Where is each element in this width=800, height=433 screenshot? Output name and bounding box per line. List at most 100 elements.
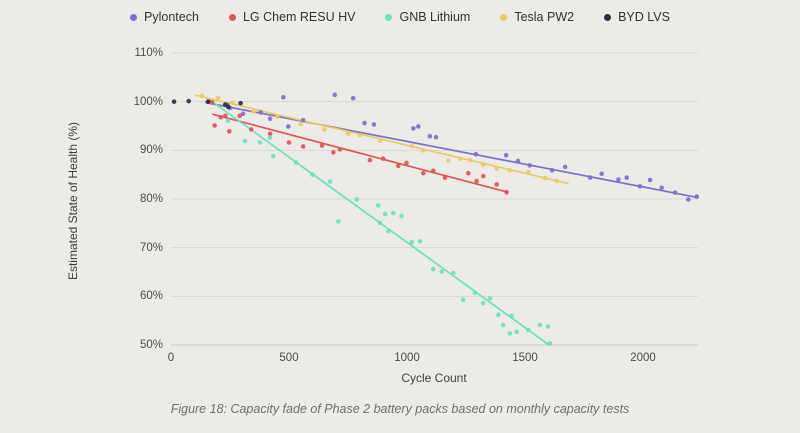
data-point — [222, 113, 228, 119]
data-point — [258, 110, 263, 115]
data-point — [545, 324, 551, 329]
data-point — [507, 167, 513, 173]
data-point — [350, 95, 356, 101]
data-point — [472, 290, 478, 296]
legend-label: Pylontech — [144, 10, 199, 24]
data-point — [500, 322, 506, 328]
figure-caption: Figure 18: Capacity fade of Phase 2 batt… — [170, 402, 630, 416]
data-point — [694, 194, 700, 199]
data-point — [526, 169, 531, 175]
data-point — [357, 132, 363, 138]
legend-item-gnb-lithium: GNB Lithium — [385, 10, 470, 24]
y-axis-title: Estimated State of Health (%) — [66, 121, 80, 281]
data-point — [504, 189, 509, 195]
data-point — [515, 158, 521, 164]
data-point — [375, 203, 381, 208]
legend-dot-icon — [500, 13, 508, 21]
data-point — [382, 211, 388, 217]
data-point — [480, 162, 486, 167]
legend-item-lg-chem-resu-hv: LG Chem RESU HV — [228, 10, 356, 24]
data-point — [427, 133, 433, 139]
data-point — [226, 104, 231, 110]
data-point — [354, 197, 360, 202]
data-point — [238, 100, 243, 106]
data-point — [439, 269, 444, 274]
y-tick-label: 100% — [133, 95, 163, 108]
data-point — [242, 138, 248, 144]
data-point — [659, 185, 664, 191]
series-points-byd-lvs — [171, 98, 243, 110]
data-point — [251, 109, 256, 114]
data-point — [507, 331, 513, 336]
data-point — [395, 163, 401, 169]
legend-label: Tesla PW2 — [514, 10, 575, 24]
data-point — [624, 175, 630, 180]
data-point — [300, 144, 306, 149]
legend-dot-icon — [130, 13, 138, 21]
data-point — [327, 179, 333, 184]
y-tick-label: 90% — [139, 144, 163, 157]
legend-dot-icon — [228, 13, 236, 21]
data-point — [562, 164, 568, 170]
data-point — [298, 121, 304, 127]
data-point — [171, 99, 177, 104]
data-point — [420, 170, 426, 176]
data-point — [420, 148, 426, 153]
x-tick-label: 2000 — [630, 352, 656, 364]
data-point — [494, 182, 499, 187]
legend-label: LG Chem RESU HV — [242, 10, 356, 24]
legend-item-tesla-pw2: Tesla PW2 — [500, 10, 574, 24]
data-point — [411, 126, 416, 131]
data-point — [332, 92, 338, 98]
data-point — [345, 131, 351, 137]
data-point — [587, 175, 593, 180]
data-point — [460, 297, 466, 303]
data-point — [433, 134, 439, 140]
series-points-tesla-pw2 — [199, 93, 559, 184]
data-point — [267, 135, 273, 140]
data-point — [457, 156, 463, 161]
x-tick-label: 1000 — [394, 352, 420, 364]
data-point — [377, 138, 383, 143]
data-point — [257, 140, 263, 145]
data-point — [336, 219, 341, 224]
data-point — [337, 147, 343, 152]
y-tick-label: 60% — [139, 290, 163, 303]
data-point — [409, 143, 415, 149]
data-point — [526, 327, 531, 333]
data-point — [467, 157, 473, 163]
data-point — [503, 152, 509, 158]
y-tick-label: 110% — [134, 47, 163, 59]
data-point — [267, 131, 273, 137]
x-tick-label: 0 — [167, 352, 175, 364]
data-point — [362, 120, 367, 126]
data-point — [480, 173, 486, 179]
data-point — [367, 157, 373, 163]
data-point — [599, 171, 604, 176]
data-point — [549, 167, 555, 173]
data-point — [267, 116, 273, 121]
data-point — [616, 177, 621, 182]
data-point — [209, 99, 215, 105]
data-point — [404, 160, 409, 166]
data-point — [391, 210, 396, 216]
data-point — [230, 100, 235, 105]
data-point — [285, 124, 291, 129]
data-point — [226, 129, 232, 134]
data-point — [409, 240, 415, 245]
data-point — [647, 177, 653, 183]
data-point — [380, 156, 386, 161]
data-point — [222, 102, 228, 107]
legend-dot-icon — [385, 13, 393, 21]
data-point — [442, 175, 448, 180]
x-axis-title: Cycle Count — [401, 371, 467, 385]
data-point — [300, 117, 306, 123]
legend-dot-icon — [604, 13, 612, 21]
data-point — [416, 124, 421, 129]
series-points-gnb-lithium — [225, 118, 553, 346]
data-point — [286, 140, 292, 145]
data-point — [537, 322, 543, 328]
data-point — [218, 114, 224, 120]
data-point — [237, 113, 242, 119]
data-point — [480, 300, 486, 306]
